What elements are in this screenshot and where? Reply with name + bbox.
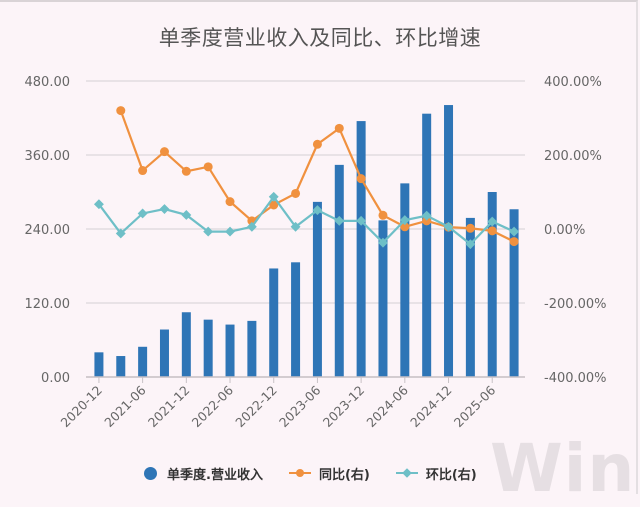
x-axis-label: 2023-12 [320, 383, 368, 431]
left-axis-tick: 0.00 [41, 371, 70, 386]
qoq-point[interactable] [159, 204, 170, 214]
qoq-point[interactable] [399, 215, 410, 226]
x-axis-label: 2021-06 [101, 382, 149, 430]
revenue-bar[interactable] [356, 121, 366, 377]
yoy-point[interactable] [181, 166, 191, 176]
yoy-point[interactable] [356, 174, 366, 184]
chart-frame [0, 0, 638, 494]
revenue-bar[interactable] [159, 329, 169, 377]
yoy-point[interactable] [422, 216, 432, 226]
yoy-point[interactable] [400, 222, 410, 232]
chart-title: 单季度营业收入及同比、环比增速 [158, 26, 482, 50]
qoq-point[interactable] [225, 226, 235, 237]
qoq-point[interactable] [487, 216, 498, 227]
revenue-bar[interactable] [509, 209, 519, 377]
x-axis-label: 2022-06 [189, 382, 237, 430]
revenue-bar[interactable] [422, 113, 432, 377]
yoy-point[interactable] [116, 106, 126, 116]
yoy-point[interactable] [312, 139, 322, 149]
revenue-bar[interactable] [291, 262, 301, 377]
yoy-point[interactable] [269, 200, 279, 210]
line-circle-legend-icon [288, 467, 311, 479]
revenue-bar[interactable] [378, 220, 388, 377]
qoq-point[interactable] [246, 221, 257, 232]
revenue-bar[interactable] [181, 312, 191, 377]
yoy-point[interactable] [138, 166, 148, 176]
qoq-point[interactable] [203, 226, 214, 237]
yoy-point[interactable] [487, 226, 497, 236]
revenue-bar[interactable] [334, 164, 344, 377]
qoq-point[interactable] [509, 226, 520, 237]
qoq-point[interactable] [378, 237, 388, 248]
x-axis-label: 2022-12 [232, 383, 280, 431]
revenue-bar[interactable] [94, 352, 104, 377]
revenue-bar[interactable] [465, 217, 475, 377]
left-axis-tick: 360.00 [25, 149, 71, 164]
right-axis-tick: 400.00% [544, 75, 602, 90]
legend-item-qoq[interactable]: 环比(右) [395, 464, 477, 483]
left-axis-tick: 240.00 [25, 223, 71, 238]
x-axis-label: 2025-06 [451, 382, 499, 430]
yoy-point[interactable] [159, 147, 169, 157]
right-axis-tick: 0.00% [544, 223, 585, 238]
legend-label-qoq: 环比(右) [425, 467, 477, 483]
qoq-point[interactable] [93, 199, 104, 210]
yoy-point[interactable] [225, 197, 235, 207]
qoq-point[interactable] [290, 221, 301, 232]
revenue-bar[interactable] [400, 183, 410, 377]
x-axis-label: 2024-06 [363, 382, 411, 430]
left-axis-tick: 120.00 [25, 297, 71, 312]
right-axis-tick: -200.00% [544, 297, 607, 312]
revenue-bar[interactable] [203, 319, 213, 377]
legend-label-revenue: 单季度.营业收入 [167, 467, 263, 483]
qoq-point[interactable] [268, 191, 279, 202]
legend-label-yoy: 同比(右) [318, 467, 370, 483]
revenue-bar[interactable] [225, 324, 235, 377]
yoy-point[interactable] [334, 123, 344, 133]
bar-legend-icon [144, 466, 157, 480]
right-axis-tick: -400.00% [544, 371, 607, 386]
qoq-point[interactable] [356, 215, 367, 226]
revenue-bar[interactable] [138, 346, 148, 377]
qoq-point[interactable] [137, 208, 148, 219]
qoq-point[interactable] [312, 205, 323, 216]
qoq-point[interactable] [443, 221, 454, 232]
revenue-bar[interactable] [269, 268, 279, 377]
revenue-bar[interactable] [312, 201, 322, 377]
qoq-point[interactable] [465, 239, 476, 250]
left-axis-tick: 480.00 [25, 75, 71, 90]
qoq-point[interactable] [181, 209, 192, 220]
right-axis-tick: 200.00% [544, 149, 602, 164]
line-diamond-legend-icon [395, 467, 418, 479]
x-axis-label: 2023-06 [276, 382, 324, 430]
chart-plot: 0.00 120.00 240.00 360.00 480.00 -400.00% -200… [25, 75, 607, 431]
yoy-point[interactable] [509, 237, 519, 247]
revenue-bar[interactable] [247, 320, 257, 377]
legend-item-revenue[interactable]: 单季度.营业收入 [144, 464, 263, 483]
qoq-point[interactable] [334, 215, 345, 226]
yoy-point[interactable] [203, 162, 213, 172]
qoq-point[interactable] [115, 228, 126, 239]
legend-item-yoy[interactable]: 同比(右) [288, 464, 370, 483]
revenue-bar[interactable] [487, 192, 497, 377]
x-axis-label: 2020-12 [58, 383, 106, 431]
qoq-point[interactable] [421, 210, 432, 221]
yoy-point[interactable] [378, 210, 388, 220]
revenue-bar[interactable] [444, 105, 454, 378]
yoy-point[interactable] [465, 223, 475, 233]
revenue-bar[interactable] [116, 356, 126, 377]
yoy-point[interactable] [291, 188, 301, 198]
legend: 单季度.营业收入 同比(右) 环比(右) [144, 462, 503, 484]
x-axis-label: 2024-12 [407, 383, 455, 431]
x-axis-label: 2021-12 [145, 383, 193, 431]
